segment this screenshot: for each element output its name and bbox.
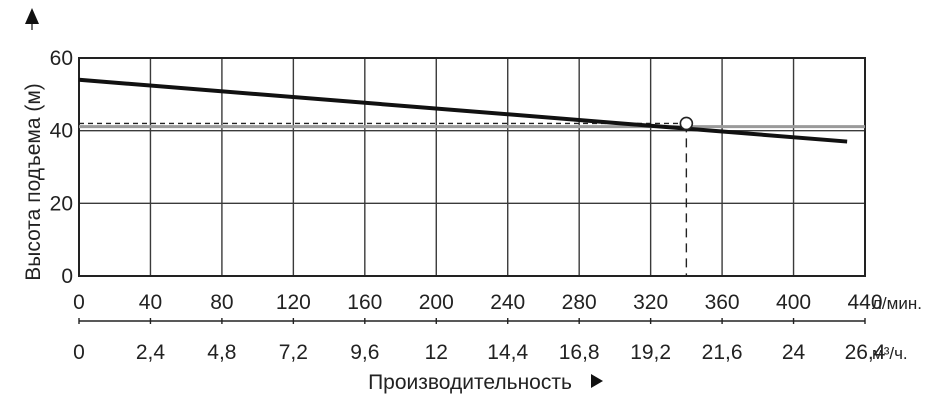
x-secondary-tick-label: 0 [73, 341, 85, 364]
x-primary-tick-label: 440 [847, 291, 882, 314]
x-primary-tick-label: 160 [347, 291, 382, 314]
y-tick-label: 40 [50, 120, 73, 143]
y-axis-arrow-icon [25, 8, 39, 24]
x-secondary-tick-label: 14,4 [487, 341, 528, 364]
x-primary-tick-label: 320 [633, 291, 668, 314]
y-axis-title: Высота подъема (м) [22, 83, 45, 281]
x-secondary-tick-label: 21,6 [702, 341, 743, 364]
plot-marks [78, 77, 865, 276]
x-primary-tick-label: 0 [73, 291, 85, 314]
x-secondary-tick-label: 16,8 [559, 341, 600, 364]
x-primary-tick-label: 360 [705, 291, 740, 314]
x-secondary-tick-label: 12 [425, 341, 448, 364]
x-primary-tick-label: 280 [562, 291, 597, 314]
grid [31, 22, 866, 324]
x-secondary-tick-label: 26,4 [845, 341, 886, 364]
x-axis-title: Производительность [368, 371, 572, 394]
x-primary-tick-label: 120 [276, 291, 311, 314]
x-secondary-unit: м³/ч. [872, 344, 908, 363]
operating-point-marker [679, 116, 694, 131]
x-secondary-tick-label: 7,2 [279, 341, 308, 364]
y-tick-label: 60 [50, 47, 73, 70]
x-secondary-tick-label: 4,8 [207, 341, 236, 364]
series-line [78, 77, 848, 144]
x-secondary-tick-label: 2,4 [136, 341, 166, 364]
tick-labels: 0 20 40 60 0 40 80 120 160 200 240 280 320 360 400 440 0… [50, 47, 886, 364]
x-primary-unit: л/мин. [872, 294, 922, 313]
x-primary-tick-label: 400 [776, 291, 811, 314]
x-axis-arrow-icon [591, 374, 603, 388]
plot-frame [78, 57, 866, 277]
y-axis-title-group: Высота подъема (м) [22, 83, 45, 281]
y-tick-label: 0 [61, 265, 73, 288]
x-secondary-tick-label: 24 [782, 341, 806, 364]
x-secondary-tick-label: 19,2 [630, 341, 671, 364]
x-secondary-tick-label: 9,6 [350, 341, 379, 364]
x-primary-tick-label: 40 [139, 291, 162, 314]
x-primary-tick-label: 240 [490, 291, 525, 314]
x-primary-tick-label: 80 [210, 291, 233, 314]
y-tick-label: 20 [50, 192, 73, 215]
x-primary-tick-label: 200 [419, 291, 454, 314]
